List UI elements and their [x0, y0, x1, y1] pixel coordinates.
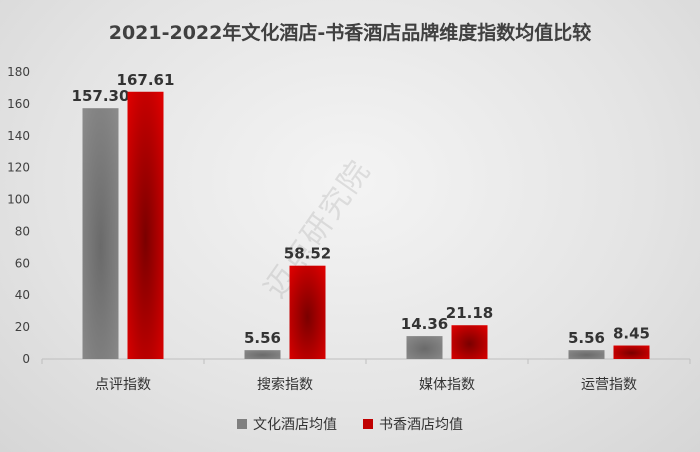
- y-tick-label: 40: [15, 288, 30, 302]
- bar-shuxiang: [613, 345, 650, 359]
- data-label: 5.56: [244, 329, 281, 347]
- y-tick-label: 20: [15, 320, 30, 334]
- data-label: 167.61: [117, 71, 175, 89]
- y-tick-label: 120: [7, 161, 30, 175]
- data-label: 21.18: [446, 304, 493, 322]
- x-tick-label: 搜索指数: [257, 376, 313, 393]
- y-tick-label: 80: [15, 224, 30, 238]
- legend-swatch: [237, 419, 247, 429]
- legend-item-wenhua: 文化酒店均值: [237, 414, 337, 434]
- x-tick-label: 点评指数: [95, 377, 151, 393]
- legend: 文化酒店均值 书香酒店均值: [0, 414, 700, 434]
- y-tick-label: 160: [7, 97, 30, 111]
- data-label: 5.56: [568, 329, 605, 347]
- bar-wenhua: [244, 350, 281, 359]
- y-tick-label: 180: [7, 65, 30, 79]
- x-tick-label: 运营指数: [581, 377, 637, 393]
- bar-shuxiang: [451, 325, 488, 359]
- chart-title: 2021-2022年文化酒店-书香酒店品牌维度指数均值比较: [108, 22, 592, 44]
- data-label: 157.30: [72, 87, 130, 105]
- bar-wenhua: [406, 336, 443, 359]
- legend-swatch: [363, 419, 373, 429]
- y-tick-label: 140: [7, 129, 30, 143]
- y-tick-label: 60: [15, 256, 30, 270]
- x-tick-label: 媒体指数: [419, 377, 475, 393]
- legend-item-shuxiang: 书香酒店均值: [363, 414, 463, 434]
- y-tick-label: 0: [22, 352, 30, 366]
- bar-wenhua: [568, 350, 605, 359]
- bar-shuxiang: [289, 265, 326, 359]
- legend-label: 文化酒店均值: [253, 417, 337, 433]
- y-tick-label: 100: [7, 193, 30, 207]
- data-label: 8.45: [613, 325, 650, 343]
- bar-wenhua: [82, 108, 119, 360]
- data-label: 58.52: [284, 245, 331, 263]
- data-label: 14.36: [401, 315, 448, 333]
- bar-shuxiang: [127, 91, 164, 360]
- legend-label: 书香酒店均值: [379, 417, 463, 433]
